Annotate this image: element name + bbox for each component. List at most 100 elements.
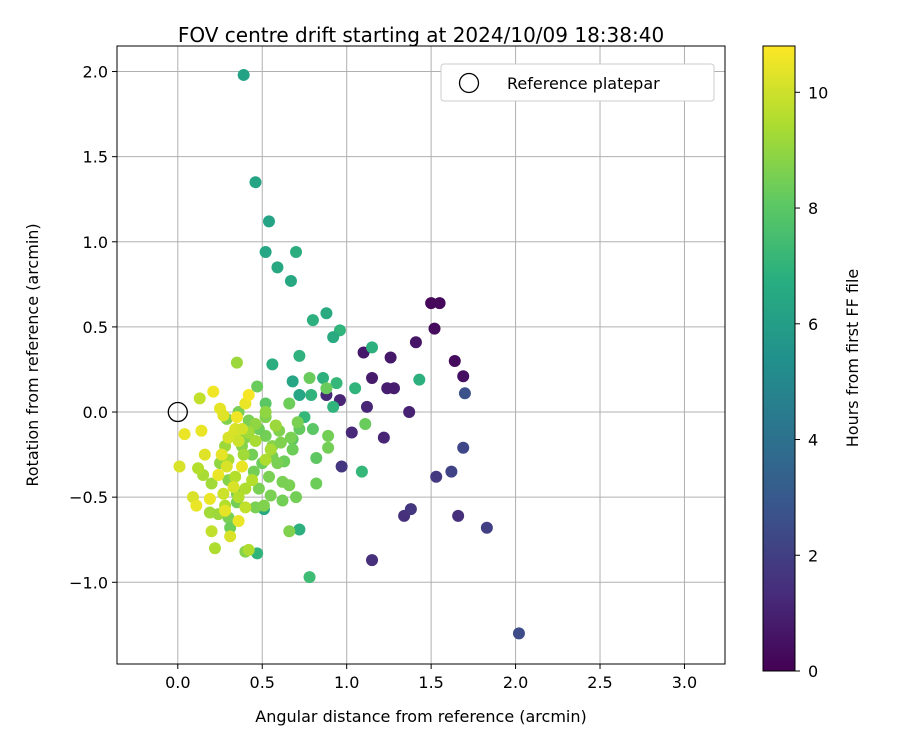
scatter-point <box>217 487 230 500</box>
scatter-point <box>178 428 191 441</box>
grid-lines <box>117 46 725 664</box>
scatter-point <box>224 530 237 543</box>
scatter-point <box>306 314 319 327</box>
y-tick-label: 0.5 <box>83 318 108 337</box>
colorbar: 0 2 4 6 8 10 Hours from first FF file <box>762 45 862 681</box>
scatter-point <box>284 274 297 287</box>
scatter-point <box>409 336 422 349</box>
x-tick-label: 0.5 <box>250 673 275 692</box>
scatter-point <box>212 469 225 482</box>
scatter-point <box>310 477 323 490</box>
scatter-point <box>246 474 259 487</box>
scatter-point <box>317 371 330 384</box>
reference-point-marker <box>167 401 188 423</box>
scatter-point <box>283 479 296 492</box>
scatter-point <box>303 371 316 384</box>
scatter-point <box>404 503 417 516</box>
scatter-point <box>335 460 348 473</box>
scatter-point <box>232 514 245 527</box>
colorbar-tick-label: 8 <box>808 199 818 218</box>
scatter-point <box>242 543 255 556</box>
scatter-point <box>222 431 235 444</box>
scatter-point <box>359 417 372 430</box>
y-tick-label: 2.0 <box>83 63 108 82</box>
scatter-point <box>290 491 303 504</box>
scatter-point <box>232 434 245 447</box>
scatter-point <box>283 397 296 410</box>
scatter-point <box>239 501 252 514</box>
scatter-point <box>259 397 272 410</box>
scatter-point <box>428 322 441 335</box>
legend-reference-marker <box>458 72 480 94</box>
scatter-point <box>293 523 306 536</box>
scatter-point <box>252 482 265 495</box>
scatter-point <box>264 489 277 502</box>
scatter-point <box>271 457 284 470</box>
colorbar-ticks: 0 2 4 6 8 10 <box>795 83 828 681</box>
y-axis-label: Rotation from reference (arcmin) <box>23 223 42 486</box>
scatter-point <box>208 542 221 555</box>
x-tick-label: 1.0 <box>334 673 359 692</box>
scatter-point <box>284 431 297 444</box>
scatter-point <box>263 215 275 228</box>
scatter-point <box>457 441 470 454</box>
scatter-point <box>425 297 438 310</box>
scatter-point <box>387 382 400 395</box>
scatter-point <box>259 453 272 466</box>
scatter-point <box>190 499 203 512</box>
scatter-point <box>239 482 252 495</box>
x-tick-label: 1.5 <box>418 673 443 692</box>
scatter-point <box>452 509 465 522</box>
scatter-point <box>220 460 233 473</box>
scatter-point <box>512 627 525 640</box>
scatter-point <box>227 480 240 493</box>
scatter-point <box>283 525 296 538</box>
x-tick-label: 2.5 <box>587 673 612 692</box>
scatter-point <box>249 417 262 430</box>
scatter-point <box>293 349 306 362</box>
scatter-point <box>235 423 248 436</box>
scatter-point <box>320 307 333 320</box>
scatter-point <box>291 416 304 429</box>
y-tick-label: 1.0 <box>83 233 108 252</box>
colorbar-tick-label: 2 <box>808 546 818 565</box>
colorbar-tick-label: 4 <box>808 431 818 450</box>
scatter-point <box>413 373 426 386</box>
scatter-point <box>271 261 284 274</box>
scatter-point <box>305 389 318 402</box>
scatter-point <box>322 429 335 442</box>
y-axis-ticks: −1.0 −0.5 0.0 0.5 1.0 1.5 2.0 <box>69 63 117 592</box>
scatter-point <box>345 426 358 439</box>
scatter-point <box>259 406 272 419</box>
x-tick-label: 3.0 <box>672 673 697 692</box>
scatter-point <box>327 331 340 344</box>
scatter-point <box>457 370 470 383</box>
scatter-point <box>266 358 279 371</box>
colorbar-label: Hours from first FF file <box>843 269 862 448</box>
scatter-point <box>448 354 461 367</box>
colorbar-gradient <box>762 45 796 672</box>
y-tick-label: −1.0 <box>69 573 108 592</box>
scatter-point <box>293 389 306 402</box>
scatter-point <box>458 387 471 400</box>
scatter-point <box>207 385 220 398</box>
scatter-point <box>349 382 362 395</box>
scatter-point <box>198 448 211 461</box>
legend-box <box>440 63 715 102</box>
scatter-point <box>215 448 228 461</box>
legend: Reference platepar <box>440 63 715 102</box>
scatter-point <box>433 297 446 310</box>
scatter-point <box>303 571 316 584</box>
scatter-point <box>269 419 282 432</box>
scatter-point <box>229 470 242 483</box>
x-tick-label: 2.0 <box>503 673 528 692</box>
scatter-point <box>366 371 379 384</box>
scatter-point <box>249 434 262 447</box>
colorbar-tick-label: 6 <box>808 315 818 334</box>
scatter-point <box>366 341 379 354</box>
scatter-point <box>259 246 272 258</box>
scatter-point <box>286 443 299 456</box>
y-tick-label: 1.5 <box>83 148 108 167</box>
colorbar-tick-label: 0 <box>808 662 818 681</box>
scatter-point <box>384 351 397 364</box>
